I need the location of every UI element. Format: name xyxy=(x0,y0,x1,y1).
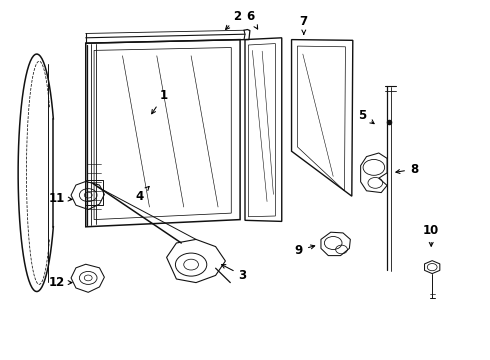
Text: 9: 9 xyxy=(295,244,315,257)
Text: 5: 5 xyxy=(359,109,374,124)
Text: 12: 12 xyxy=(48,276,72,289)
Text: 11: 11 xyxy=(48,192,72,204)
Text: 1: 1 xyxy=(152,89,168,114)
Text: 3: 3 xyxy=(221,265,246,282)
Text: 7: 7 xyxy=(300,15,308,34)
Text: 2: 2 xyxy=(225,10,242,30)
Text: 6: 6 xyxy=(246,10,258,29)
Text: 4: 4 xyxy=(136,186,149,203)
Text: 10: 10 xyxy=(423,224,440,246)
Text: 8: 8 xyxy=(396,163,418,176)
